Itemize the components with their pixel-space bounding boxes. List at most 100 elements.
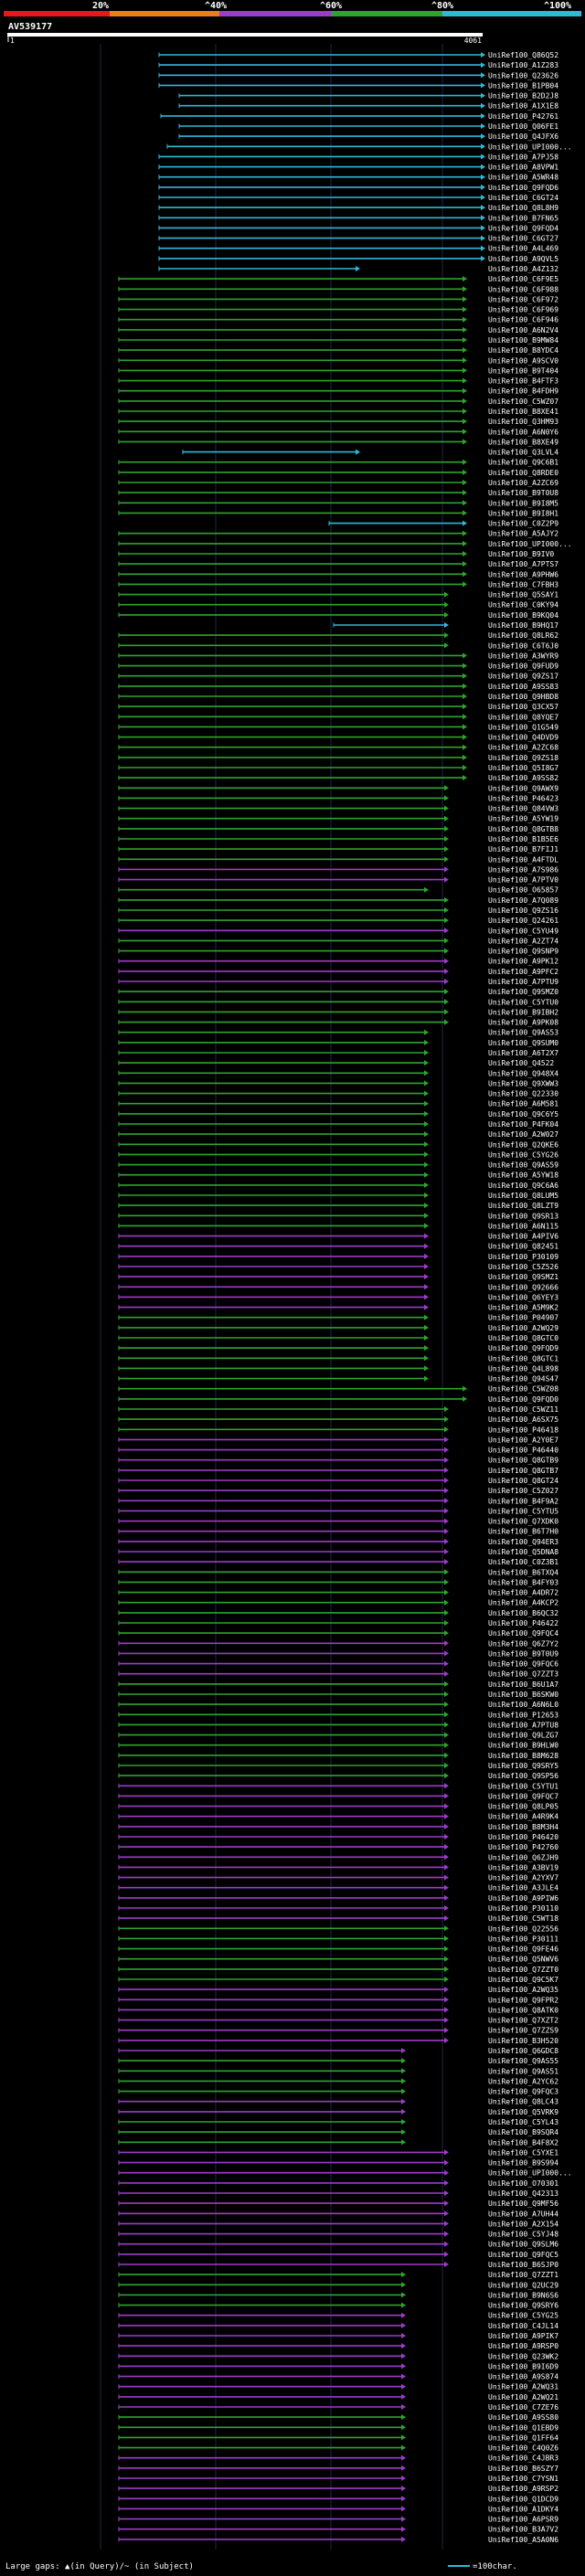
subject-id-label[interactable]: UniRef100_B8XE41 bbox=[488, 408, 558, 416]
subject-id-label[interactable]: UniRef100_Q9AWX9 bbox=[488, 784, 558, 792]
alignment-row[interactable]: UniRef100_Q8GTB8 bbox=[118, 825, 558, 833]
subject-id-label[interactable]: UniRef100_A2ZC69 bbox=[488, 479, 558, 487]
subject-id-label[interactable]: UniRef100_C0KY94 bbox=[488, 601, 558, 610]
subject-id-label[interactable]: UniRef100_A2X154 bbox=[488, 2220, 558, 2228]
alignment-row[interactable]: UniRef100_Q2QKE6 bbox=[118, 1140, 558, 1149]
subject-id-label[interactable]: UniRef100_Q8LC43 bbox=[488, 2098, 558, 2106]
subject-id-label[interactable]: UniRef100_A4PIV6 bbox=[488, 1233, 558, 1241]
alignment-row[interactable]: UniRef100_B9SQR4 bbox=[118, 2128, 558, 2136]
alignment-row[interactable]: UniRef100_A2YXV7 bbox=[118, 1874, 558, 1882]
alignment-row[interactable]: UniRef100_Q42313 bbox=[118, 2189, 558, 2198]
alignment-row[interactable]: UniRef100_A7PTU8 bbox=[118, 1721, 558, 1729]
subject-id-label[interactable]: UniRef100_A9PIK7 bbox=[488, 2332, 558, 2340]
alignment-row[interactable]: UniRef100_C5Z526 bbox=[118, 1263, 558, 1271]
subject-id-label[interactable]: UniRef100_A4FTDL bbox=[488, 855, 558, 864]
subject-id-label[interactable]: UniRef100_Q8GTB8 bbox=[488, 825, 558, 833]
alignment-row[interactable]: UniRef100_Q9C6B1 bbox=[118, 459, 558, 467]
subject-id-label[interactable]: UniRef100_C0Z2P9 bbox=[488, 520, 558, 528]
alignment-row[interactable]: UniRef100_A9SCV0 bbox=[118, 356, 558, 365]
alignment-row[interactable]: UniRef100_C5YJ48 bbox=[118, 2231, 558, 2239]
alignment-row[interactable]: UniRef100_C4JBR3 bbox=[118, 2454, 558, 2463]
subject-id-label[interactable]: UniRef100_Q9SRY5 bbox=[488, 1762, 558, 1770]
alignment-row[interactable]: UniRef100_Q9AS55 bbox=[118, 2057, 558, 2065]
subject-id-label[interactable]: UniRef100_Q8GT24 bbox=[488, 1477, 558, 1485]
subject-id-label[interactable]: UniRef100_Q4L898 bbox=[488, 1364, 558, 1373]
alignment-row[interactable]: UniRef100_Q9SRY5 bbox=[118, 1762, 558, 1770]
subject-id-label[interactable]: UniRef100_Q9SR13 bbox=[488, 1212, 558, 1220]
subject-id-label[interactable]: UniRef100_P46422 bbox=[488, 1619, 558, 1627]
alignment-row[interactable]: UniRef100_Q8RDE0 bbox=[118, 469, 558, 477]
alignment-row[interactable]: UniRef100_Q9FQC4 bbox=[118, 1629, 558, 1638]
alignment-row[interactable]: UniRef100_Q9FQD9 bbox=[118, 1344, 558, 1352]
subject-id-label[interactable]: UniRef100_Q7ZZT0 bbox=[488, 1966, 558, 1974]
alignment-row[interactable]: UniRef100_Q23626 bbox=[158, 71, 558, 80]
alignment-row[interactable]: UniRef100_P4FK04 bbox=[118, 1120, 558, 1129]
subject-id-label[interactable]: UniRef100_B6SKW0 bbox=[488, 1691, 558, 1699]
alignment-row[interactable]: UniRef100_B3A7V2 bbox=[118, 2526, 558, 2534]
subject-id-label[interactable]: UniRef100_Q5DNA8 bbox=[488, 1548, 558, 1556]
subject-id-label[interactable]: UniRef100_Q94S47 bbox=[488, 1375, 558, 1383]
alignment-row[interactable]: UniRef100_Q8GTB7 bbox=[118, 1467, 558, 1475]
alignment-row[interactable]: UniRef100_A9PK08 bbox=[118, 1019, 558, 1027]
subject-id-label[interactable]: UniRef100_Q9FQC6 bbox=[488, 1660, 558, 1669]
subject-id-label[interactable]: UniRef100_B4FTF3 bbox=[488, 377, 558, 386]
subject-id-label[interactable]: UniRef100_B9I6D9 bbox=[488, 2362, 558, 2370]
alignment-row[interactable]: UniRef100_A9PIK7 bbox=[118, 2332, 558, 2340]
subject-id-label[interactable]: UniRef100_Q8GTC1 bbox=[488, 1354, 558, 1362]
alignment-row[interactable]: UniRef100_Q5DNA8 bbox=[118, 1548, 558, 1556]
alignment-row[interactable]: UniRef100_Q6YEY3 bbox=[118, 1293, 558, 1301]
subject-id-label[interactable]: UniRef100_Q5VRK9 bbox=[488, 2108, 558, 2116]
alignment-row[interactable]: UniRef100_A9RSP2 bbox=[118, 2485, 558, 2493]
alignment-row[interactable]: UniRef100_A7S986 bbox=[118, 865, 558, 874]
subject-id-label[interactable]: UniRef100_B1PB04 bbox=[488, 81, 558, 90]
subject-id-label[interactable]: UniRef100_Q9FQC7 bbox=[488, 1792, 558, 1800]
alignment-row[interactable]: UniRef100_A6N2V4 bbox=[118, 326, 558, 334]
subject-id-label[interactable]: UniRef100_Q3HM93 bbox=[488, 418, 558, 426]
alignment-row[interactable]: UniRef100_B9N6S6 bbox=[118, 2291, 558, 2299]
alignment-row[interactable]: UniRef100_Q9FPR2 bbox=[118, 1996, 558, 2004]
alignment-row[interactable]: UniRef100_B7FIJ1 bbox=[118, 845, 558, 853]
alignment-row[interactable]: UniRef100_A9PHW6 bbox=[118, 570, 558, 578]
alignment-row[interactable]: UniRef100_Q9SUM0 bbox=[118, 1039, 558, 1047]
subject-id-label[interactable]: UniRef100_B9T0U9 bbox=[488, 1649, 558, 1658]
subject-id-label[interactable]: UniRef100_Q9FE46 bbox=[488, 1945, 558, 1954]
alignment-row[interactable]: UniRef100_Q82451 bbox=[118, 1243, 558, 1251]
subject-id-label[interactable]: UniRef100_A5YW18 bbox=[488, 1171, 558, 1180]
alignment-row[interactable]: UniRef100_C5YXE1 bbox=[118, 2148, 558, 2157]
alignment-row[interactable]: UniRef100_Q9LZG7 bbox=[118, 1732, 558, 1740]
alignment-row[interactable]: UniRef100_Q24261 bbox=[118, 917, 558, 925]
alignment-row[interactable]: UniRef100_A6SX75 bbox=[118, 1415, 558, 1424]
alignment-row[interactable]: UniRef100_P30110 bbox=[118, 1904, 558, 1913]
subject-id-label[interactable]: UniRef100_A9SS83 bbox=[488, 683, 558, 691]
subject-id-label[interactable]: UniRef100_A2WQ35 bbox=[488, 1986, 558, 1994]
subject-id-label[interactable]: UniRef100_Q948X4 bbox=[488, 1069, 558, 1077]
alignment-row[interactable]: UniRef100_Q4522 bbox=[118, 1059, 554, 1067]
subject-id-label[interactable]: UniRef100_Q9C6B1 bbox=[488, 459, 558, 467]
alignment-row[interactable]: UniRef100_B6SKW0 bbox=[118, 1691, 558, 1699]
alignment-row[interactable]: UniRef100_C5WZ07 bbox=[118, 398, 558, 406]
subject-id-label[interactable]: UniRef100_A7PJ58 bbox=[488, 153, 558, 161]
alignment-row[interactable]: UniRef100_C5YTU0 bbox=[118, 998, 558, 1006]
alignment-row[interactable]: UniRef100_A7PTS7 bbox=[118, 560, 558, 568]
subject-id-label[interactable]: UniRef100_P4FK04 bbox=[488, 1120, 558, 1129]
alignment-row[interactable]: UniRef100_C5Z027 bbox=[118, 1487, 558, 1495]
alignment-row[interactable]: UniRef100_UPI000... bbox=[166, 143, 572, 151]
alignment-row[interactable]: UniRef100_A2X154 bbox=[118, 2220, 558, 2228]
subject-id-label[interactable]: UniRef100_B4F8X2 bbox=[488, 2138, 558, 2147]
subject-id-label[interactable]: UniRef100_C5WZ07 bbox=[488, 398, 558, 406]
alignment-row[interactable]: UniRef100_Q5NWV6 bbox=[118, 1956, 558, 1964]
subject-id-label[interactable]: UniRef100_A9PFC2 bbox=[488, 968, 558, 976]
alignment-row[interactable]: UniRef100_Q8ATK0 bbox=[118, 2006, 558, 2014]
subject-id-label[interactable]: UniRef100_C5YJ48 bbox=[488, 2231, 558, 2239]
subject-id-label[interactable]: UniRef100_B9I8H1 bbox=[488, 509, 558, 517]
alignment-row[interactable]: UniRef100_B9IV0 bbox=[118, 550, 554, 558]
alignment-row[interactable]: UniRef100_Q4DVD9 bbox=[118, 734, 558, 742]
subject-id-label[interactable]: UniRef100_Q9FPR2 bbox=[488, 1996, 558, 2004]
alignment-row[interactable]: UniRef100_Q4L898 bbox=[118, 1364, 558, 1373]
subject-id-label[interactable]: UniRef100_Q6YEY3 bbox=[488, 1293, 558, 1301]
alignment-row[interactable]: UniRef100_C5YG25 bbox=[118, 2312, 558, 2320]
alignment-row[interactable]: UniRef100_A7PTV0 bbox=[118, 876, 558, 885]
alignment-row[interactable]: UniRef100_A6M581 bbox=[118, 1100, 558, 1108]
subject-id-label[interactable]: UniRef100_Q9C5K7 bbox=[488, 1976, 558, 1984]
alignment-row[interactable]: UniRef100_C6F9E5 bbox=[118, 275, 558, 283]
